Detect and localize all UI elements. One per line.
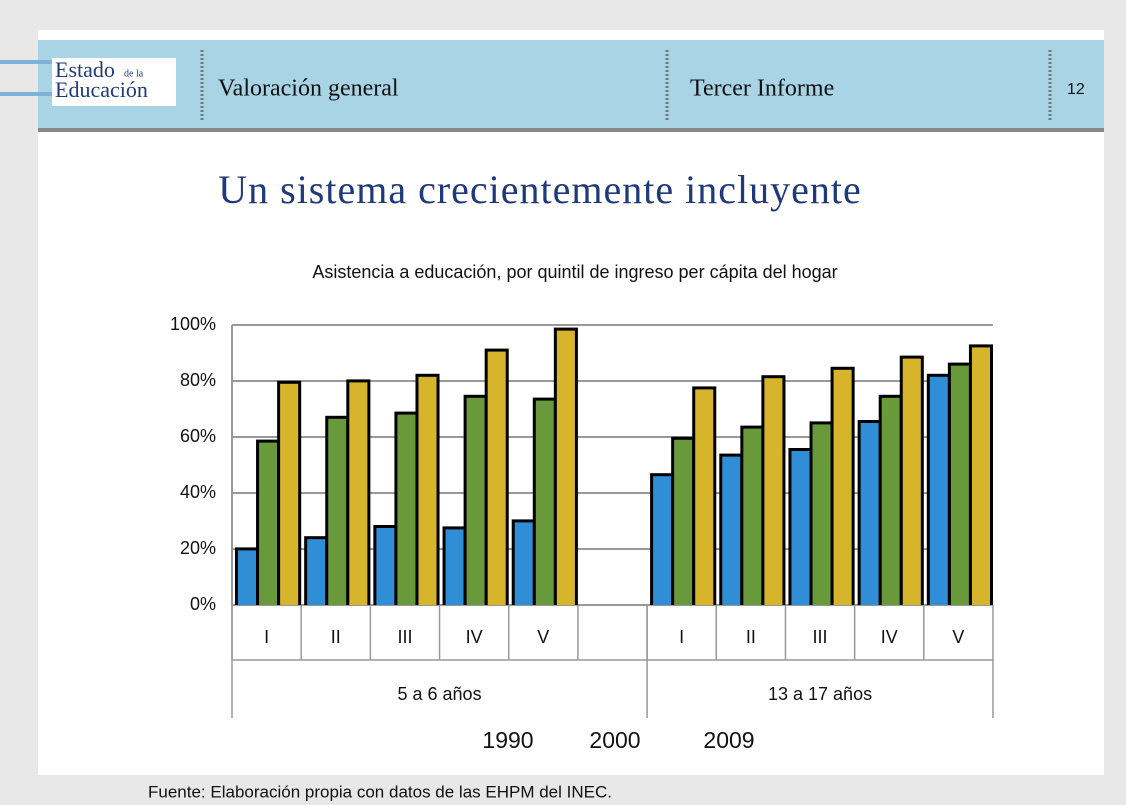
bar: [238, 550, 257, 605]
bar: [881, 397, 900, 605]
bar: [812, 424, 831, 605]
logo-text: de la: [124, 68, 144, 79]
bar: [535, 400, 554, 605]
bar: [950, 365, 969, 605]
page-number: 12: [1067, 81, 1085, 98]
x-tick-label: IV: [881, 627, 898, 647]
x-tick-label: II: [331, 627, 341, 647]
bar: [902, 358, 921, 605]
x-tick-label: I: [264, 627, 269, 647]
logo-stripe: [0, 60, 60, 64]
x-tick-label: II: [746, 627, 756, 647]
y-tick-label: 60%: [180, 426, 216, 446]
bar: [376, 528, 395, 605]
bar: [722, 456, 741, 605]
logo-text: Educación: [55, 77, 148, 102]
legend-label: 2000: [589, 727, 640, 753]
bar: [259, 442, 278, 605]
x-tick-label: V: [537, 627, 549, 647]
bar: [487, 351, 506, 605]
bar: [445, 529, 464, 605]
y-tick-label: 80%: [180, 370, 216, 390]
bar: [280, 383, 299, 605]
bar: [764, 378, 783, 605]
slide-title: Un sistema crecientemente incluyente: [218, 167, 862, 212]
bar: [743, 428, 762, 605]
x-tick-label: III: [397, 627, 412, 647]
bar: [860, 423, 879, 605]
chart: 0%20%40%60%80%100%I II III IV V I II III IV V5 a …: [170, 314, 994, 753]
bar: [695, 389, 714, 605]
bar: [307, 539, 326, 605]
x-tick-label: V: [952, 627, 964, 647]
header-rule: [38, 128, 1104, 132]
logo-box: [52, 58, 176, 106]
y-tick-label: 20%: [180, 538, 216, 558]
y-tick-label: 40%: [180, 482, 216, 502]
y-tick-label: 100%: [170, 314, 216, 334]
legend-label: 2009: [703, 727, 754, 753]
logo-text: Estado: [55, 57, 115, 82]
bar: [397, 414, 416, 605]
group-label: 5 a 6 años: [398, 684, 482, 704]
bar: [653, 476, 672, 605]
x-tick-label: III: [813, 627, 828, 647]
bar: [929, 376, 948, 605]
bar: [971, 347, 990, 605]
header-bar: [38, 40, 1104, 130]
section-title: Valoración general: [218, 76, 399, 102]
x-tick-label: IV: [466, 627, 483, 647]
bar: [833, 369, 852, 605]
bar: [514, 522, 533, 605]
bar: [328, 418, 347, 605]
x-tick-label: I: [679, 627, 684, 647]
chart-title: Asistencia a educación, por quintil de i…: [312, 262, 837, 282]
bar: [466, 397, 485, 605]
logo-stripe: [0, 92, 60, 96]
bar: [556, 330, 575, 605]
bar: [349, 382, 368, 605]
legend-label: 1990: [482, 727, 533, 753]
group-label: 13 a 17 años: [768, 684, 872, 704]
bar: [791, 451, 810, 605]
y-tick-label: 0%: [190, 594, 216, 614]
report-title: Tercer Informe: [690, 76, 834, 102]
source-note: Fuente: Elaboración propia con datos de …: [148, 782, 612, 801]
bar: [418, 376, 437, 605]
bar: [674, 439, 693, 605]
